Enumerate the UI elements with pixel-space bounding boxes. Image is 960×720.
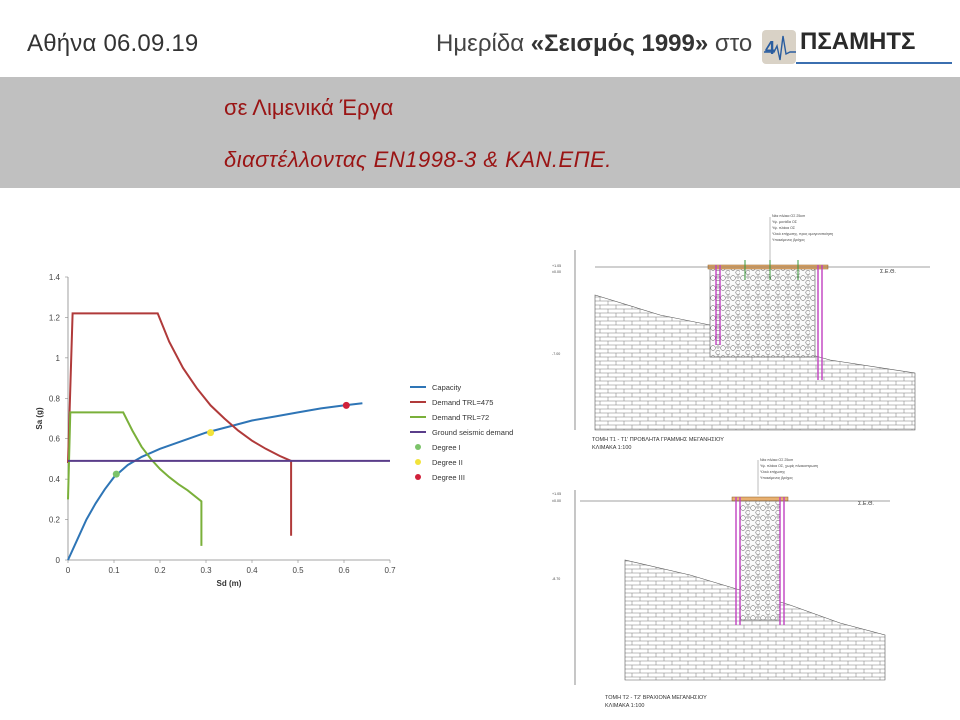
y-tick-label: 1.2 (49, 313, 61, 322)
y-tick-label: 0.2 (49, 516, 61, 525)
top-note: Υψ. μονάδα ΟΣ (772, 220, 798, 224)
bottom-note: Υψ. πλάκα ΟΣ, χωρίς πλακοστρωση (760, 464, 818, 468)
bottom-scale: ΚΛΙΜΑΚΑ 1:100 (605, 703, 644, 709)
y-axis-label: Sa (g) (35, 407, 44, 430)
legend-label: Ground seismic demand (432, 428, 513, 437)
y-tick-label: 0.6 (49, 435, 61, 444)
top-level-deep: -7.00 (552, 352, 560, 356)
x-tick-label: 0.3 (200, 566, 212, 575)
legend-label: Degree II (432, 458, 463, 467)
top-seo-label: Σ.Ε.Θ. (880, 269, 896, 275)
x-tick-label: 0 (66, 566, 71, 575)
bottom-note: Υποκείμενος βράχος (760, 476, 793, 480)
top-scale: ΚΛΙΜΑΚΑ 1:100 (592, 445, 631, 451)
band-title: σε Λιμενικά Έργα (224, 95, 394, 120)
top-level-zero: ±0.00 (552, 270, 561, 274)
bottom-notes: Νέα πλάκα ΟΣ 25cm Υψ. πλάκα ΟΣ, χωρίς πλ… (757, 458, 818, 495)
header-date: Αθήνα 06.09.19 (27, 30, 199, 57)
x-axis-label: Sd (m) (217, 579, 242, 588)
series-line-demand-trl-475 (67, 312, 293, 536)
x-tick-label: 0.1 (108, 566, 120, 575)
cross-section-drawings: +1.05 ±0.00 -7.00 Νέα πλάκα ΟΣ 25cm Υψ. … (552, 214, 930, 709)
y-tick-label: 1.4 (49, 273, 61, 282)
event-prefix: Ημερίδα (436, 30, 531, 57)
bottom-level-deep: -8.70 (552, 577, 560, 581)
bottom-level-zero: ±0.00 (552, 499, 561, 503)
top-seabed (594, 294, 916, 431)
point-degree-iii (342, 401, 350, 409)
top-notes: Νέα πλάκα ΟΣ 25cm Υψ. μονάδα ΟΣ Υψ. πλάκ… (769, 214, 833, 260)
legend-swatch (415, 444, 421, 450)
organization-logo: 4 ΠΣΑΜΗΤΣ (762, 28, 952, 68)
title-band: σε Λιμενικά Έργα διαστέλλοντας ΕΝ1998-3 … (0, 77, 960, 188)
event-suffix: στο (708, 30, 753, 57)
point-degree-i (112, 470, 120, 478)
y-tick-label: 0.8 (49, 394, 61, 403)
legend-label: Capacity (432, 383, 461, 392)
bottom-caption: ΤΟΜΗ Τ2 - Τ2' ΒΡΑΧΙΟΝΑ ΜΕΓΑΝΗΣΙΟΥ (605, 695, 707, 701)
legend-label: Degree I (432, 443, 461, 452)
x-tick-label: 0.2 (154, 566, 166, 575)
top-note: Νέα πλάκα ΟΣ 25cm (772, 214, 805, 218)
legend-label: Demand TRL=72 (432, 413, 489, 422)
x-tick-label: 0.4 (246, 566, 258, 575)
bottom-note: Νέα πλάκα ΟΣ 25cm (760, 458, 793, 462)
logo-underline (796, 62, 952, 64)
capacity-demand-chart: 0 0.2 0.4 0.6 0.8 1 1.2 1.4 0 0.1 0.2 0.3 0.4 0.5 0.6 0… (35, 273, 513, 588)
x-tick-label: 0.6 (338, 566, 350, 575)
event-title: «Σεισμός 1999» (530, 30, 709, 57)
legend-swatch (415, 459, 421, 465)
x-tick-label: 0.5 (292, 566, 304, 575)
bottom-section: +1.05 ±0.00 -8.70 Νέα πλάκα ΟΣ 25cm Υψ. … (552, 458, 890, 709)
top-note: Υψ. πλάκα ΟΣ (772, 226, 796, 230)
top-note: Υποκείμενος βράχος (772, 238, 805, 242)
svg-text:4: 4 (765, 38, 775, 58)
top-level-top: +1.05 (552, 264, 561, 268)
logo-mark: 4 (762, 30, 796, 64)
y-tick-label: 0.4 (49, 475, 61, 484)
bottom-note: Υλικό επίχωσης (760, 470, 785, 474)
logo-text: ΠΣΑΜΗΤΣ (800, 28, 916, 55)
band-subtitle: διαστέλλοντας ΕΝ1998-3 & ΚΑΝ.ΕΠΕ. (224, 147, 612, 172)
header-event: Ημερίδα «Σεισμός 1999» στο (436, 30, 752, 58)
point-degree-ii (207, 429, 215, 437)
top-note: Υλικό επίχωσης, προς ομογενοποίηση (772, 232, 833, 236)
bottom-rubble-core (739, 499, 781, 621)
y-tick-label: 0 (56, 556, 61, 565)
series-line-capacity (67, 402, 363, 561)
legend-label: Degree III (432, 473, 465, 482)
x-tick-label: 0.7 (384, 566, 396, 575)
bottom-level-top: +1.05 (552, 492, 561, 496)
top-caption: ΤΟΜΗ Τ1 - Τ1' ΠΡΟΒΛΗΤΑ ΓΡΑΜΜΗΣ ΜΕΓΑΝΗΣΙΟ… (592, 437, 724, 443)
series-line-demand-trl-72 (67, 411, 203, 546)
bottom-seo-label: Σ.Ε.Θ. (858, 501, 874, 507)
top-rubble-core (709, 266, 816, 358)
heartbeat-icon: 4 (764, 35, 796, 61)
legend-label: Demand TRL=475 (432, 398, 493, 407)
y-tick-label: 1 (56, 354, 61, 363)
legend-swatch (415, 474, 421, 480)
top-section: +1.05 ±0.00 -7.00 Νέα πλάκα ΟΣ 25cm Υψ. … (552, 214, 930, 451)
